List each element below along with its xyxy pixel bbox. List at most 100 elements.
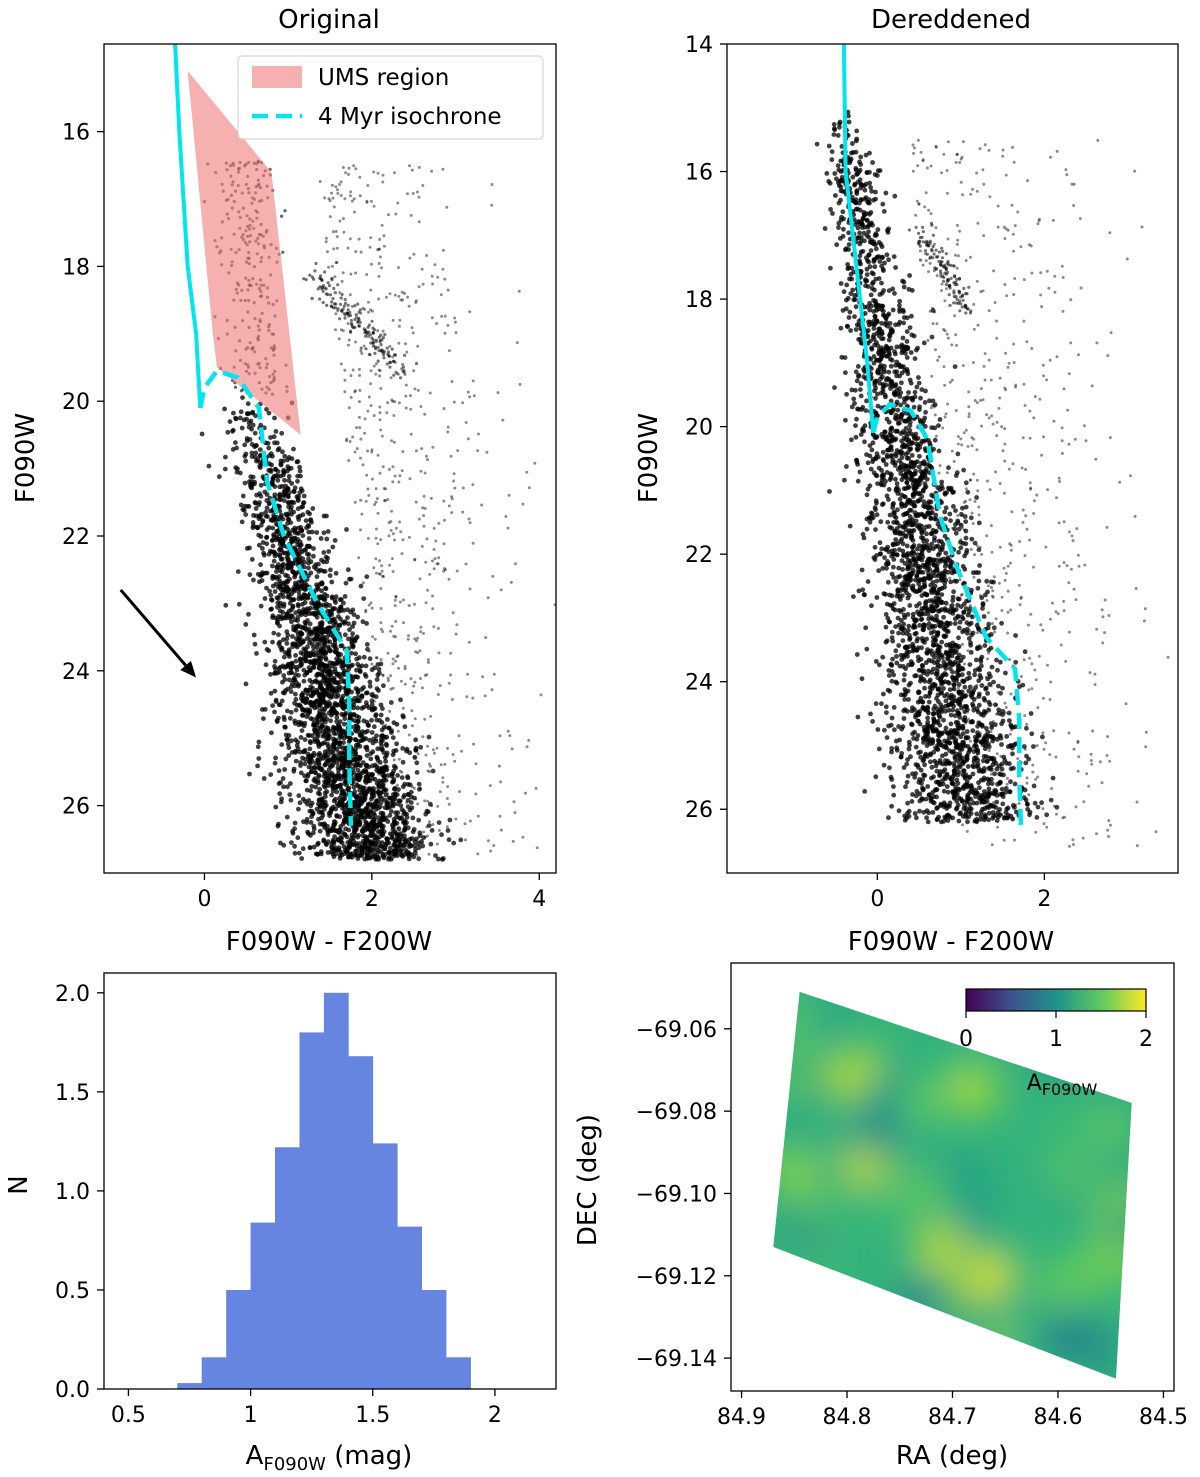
star-point bbox=[414, 301, 418, 304]
star-point bbox=[346, 343, 350, 347]
star-point bbox=[317, 803, 323, 809]
star-point bbox=[304, 543, 310, 549]
star-point bbox=[387, 354, 391, 358]
star-point bbox=[257, 491, 262, 497]
star-point bbox=[321, 550, 327, 555]
star-point bbox=[310, 811, 316, 817]
star-point bbox=[372, 566, 376, 570]
star-point bbox=[906, 697, 911, 702]
star-point bbox=[278, 780, 283, 785]
star-point bbox=[409, 432, 413, 436]
star-point bbox=[280, 776, 286, 781]
star-point bbox=[364, 574, 370, 580]
star-point bbox=[270, 613, 276, 619]
star-point bbox=[391, 842, 397, 848]
star-point bbox=[289, 456, 295, 462]
star-point bbox=[227, 419, 233, 424]
star-point bbox=[282, 550, 288, 556]
star-point bbox=[434, 539, 438, 543]
star-point bbox=[270, 479, 275, 484]
star-point bbox=[338, 824, 344, 829]
star-point bbox=[373, 713, 378, 719]
star-point bbox=[428, 801, 433, 807]
star-point bbox=[430, 169, 434, 173]
star-point bbox=[521, 502, 525, 506]
star-point bbox=[289, 750, 295, 755]
star-point bbox=[284, 587, 289, 593]
star-point bbox=[322, 779, 327, 785]
star-point bbox=[483, 694, 487, 698]
star-point bbox=[832, 171, 838, 176]
star-point bbox=[422, 830, 426, 834]
star-point bbox=[421, 184, 425, 187]
star-point bbox=[850, 141, 855, 146]
star-point bbox=[324, 626, 329, 632]
star-point bbox=[333, 600, 338, 605]
star-point bbox=[976, 578, 982, 584]
star-point bbox=[405, 801, 409, 804]
star-point bbox=[380, 564, 384, 568]
star-point bbox=[354, 762, 360, 767]
star-point bbox=[869, 603, 874, 609]
star-point bbox=[364, 744, 370, 750]
star-point bbox=[884, 416, 890, 422]
star-point bbox=[423, 673, 427, 677]
star-point bbox=[292, 850, 298, 856]
star-point bbox=[359, 437, 363, 441]
star-point bbox=[444, 568, 447, 572]
star-point bbox=[315, 738, 320, 744]
star-point bbox=[362, 672, 368, 677]
star-point bbox=[476, 852, 480, 856]
star-point bbox=[343, 710, 349, 716]
star-point bbox=[367, 395, 371, 399]
star-point bbox=[309, 600, 314, 606]
star-point bbox=[379, 828, 384, 833]
star-point bbox=[381, 465, 385, 469]
star-point bbox=[429, 496, 433, 500]
star-point bbox=[325, 250, 329, 254]
star-point bbox=[474, 792, 478, 796]
star-point bbox=[257, 447, 263, 452]
star-point bbox=[895, 407, 901, 413]
star-point bbox=[301, 493, 307, 499]
star-point bbox=[246, 504, 252, 509]
star-point bbox=[346, 308, 350, 312]
star-point bbox=[389, 674, 393, 678]
star-point bbox=[372, 699, 376, 703]
star-point bbox=[339, 840, 345, 846]
star-point bbox=[394, 792, 398, 796]
star-point bbox=[250, 525, 256, 531]
star-point bbox=[289, 613, 294, 619]
star-point bbox=[407, 304, 411, 308]
star-point bbox=[366, 487, 370, 491]
star-point bbox=[936, 448, 942, 454]
star-point bbox=[341, 701, 346, 707]
star-point bbox=[425, 809, 431, 815]
star-point bbox=[240, 493, 246, 499]
star-point bbox=[301, 678, 307, 684]
star-point bbox=[359, 663, 365, 669]
star-point bbox=[399, 376, 403, 380]
star-point bbox=[397, 341, 401, 345]
star-point bbox=[385, 346, 389, 350]
star-point bbox=[270, 639, 275, 645]
star-point bbox=[234, 385, 238, 389]
star-point bbox=[446, 747, 450, 750]
star-point bbox=[905, 773, 911, 779]
star-point bbox=[431, 445, 435, 449]
star-point bbox=[316, 714, 321, 719]
star-point bbox=[893, 648, 899, 654]
star-point bbox=[367, 310, 370, 314]
star-point bbox=[393, 831, 399, 836]
star-point bbox=[366, 300, 370, 304]
star-point bbox=[366, 184, 370, 187]
star-point bbox=[891, 792, 897, 798]
star-point bbox=[422, 632, 425, 635]
star-point bbox=[355, 690, 361, 695]
star-point bbox=[368, 814, 374, 820]
star-point bbox=[358, 175, 362, 179]
star-point bbox=[374, 372, 378, 376]
star-point bbox=[324, 292, 328, 296]
star-point bbox=[436, 626, 440, 630]
star-point bbox=[382, 356, 386, 360]
